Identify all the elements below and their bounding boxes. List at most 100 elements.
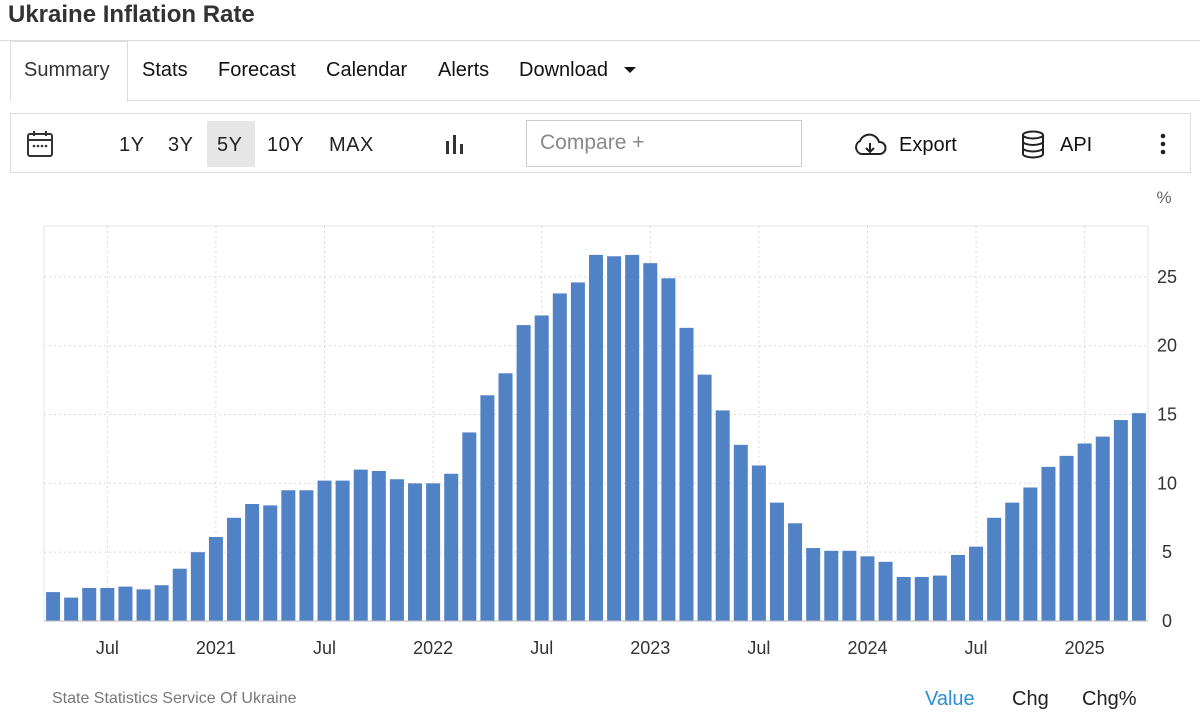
tab[interactable]: Forecast: [218, 59, 296, 81]
bar: [371, 470, 386, 621]
y-tick-label: 5: [1162, 542, 1172, 562]
bar: [154, 585, 169, 621]
export-button[interactable]: Export: [899, 134, 957, 156]
bar: [969, 546, 984, 621]
tab[interactable]: Alerts: [438, 59, 490, 81]
range-button[interactable]: 10Y: [267, 134, 305, 156]
x-tick-label: Jul: [96, 638, 119, 658]
bar: [607, 256, 622, 621]
tab[interactable]: Summary: [24, 59, 110, 81]
y-tick-label: 0: [1162, 611, 1172, 631]
bar: [715, 410, 730, 621]
x-tick-label: Jul: [747, 638, 770, 658]
bar: [788, 523, 803, 621]
bar: [751, 465, 766, 621]
bar: [82, 587, 97, 621]
bar: [100, 587, 115, 621]
tab[interactable]: Download: [519, 59, 608, 81]
bar: [444, 473, 459, 621]
range-button[interactable]: MAX: [329, 134, 374, 156]
bar: [190, 552, 205, 621]
bar: [480, 395, 495, 621]
bar: [552, 293, 567, 621]
bar: [589, 254, 603, 621]
bar: [661, 278, 676, 621]
x-tick-label: Jul: [313, 638, 336, 658]
bar: [679, 327, 694, 621]
range-button[interactable]: 3Y: [168, 134, 194, 156]
bar: [860, 556, 875, 621]
bar: [1041, 466, 1056, 621]
bar: [389, 479, 404, 621]
bar: [878, 561, 893, 621]
toolbar: [10, 113, 1191, 173]
bar: [1131, 413, 1146, 621]
bar: [299, 490, 314, 621]
bar: [317, 480, 332, 621]
bar: [245, 504, 260, 621]
x-tick-label: 2024: [847, 638, 887, 658]
bar: [408, 483, 423, 621]
view-toggle[interactable]: Chg%: [1082, 688, 1137, 710]
menu-icon[interactable]: [1158, 132, 1168, 156]
calendar-icon[interactable]: [26, 129, 54, 159]
divider: [127, 100, 1200, 101]
y-tick-label: 10: [1157, 473, 1177, 493]
tab[interactable]: Stats: [142, 59, 188, 81]
bar: [136, 589, 151, 621]
bar: [534, 315, 549, 621]
bar: [263, 505, 278, 621]
x-tick-label: 2023: [630, 638, 670, 658]
bar: [498, 373, 513, 621]
tab[interactable]: Calendar: [326, 59, 408, 81]
bar: [46, 592, 61, 621]
bar: [1059, 455, 1074, 621]
bar: [987, 517, 1002, 621]
range-button[interactable]: 1Y: [119, 134, 145, 156]
compare-input[interactable]: [526, 120, 802, 167]
view-toggle[interactable]: Value: [925, 688, 975, 710]
chart-type-icon[interactable]: [444, 133, 466, 155]
bar: [335, 480, 350, 621]
bar: [208, 537, 223, 621]
bar: [914, 576, 929, 621]
cloud-icon[interactable]: [852, 132, 888, 158]
bar: [625, 254, 640, 621]
y-tick-label: 25: [1157, 267, 1177, 287]
range-button[interactable]: 5Y: [217, 134, 243, 156]
divider: [0, 40, 1200, 41]
x-tick-label: 2022: [413, 638, 453, 658]
bar: [1077, 443, 1092, 621]
bar: [1113, 420, 1128, 621]
bar: [1023, 487, 1038, 621]
bar: [824, 550, 839, 621]
bar: [896, 576, 911, 621]
y-tick-label: 15: [1157, 405, 1177, 425]
x-tick-label: Jul: [530, 638, 553, 658]
active-tab-box: [10, 41, 128, 102]
bar: [570, 282, 585, 621]
dropdown-arrow: [624, 67, 636, 73]
bar: [227, 517, 242, 621]
bar: [353, 469, 368, 621]
bar: [733, 444, 748, 621]
api-button[interactable]: API: [1060, 134, 1093, 156]
selected-range-bg: [207, 121, 255, 167]
bar: [842, 550, 857, 621]
x-tick-label: 2025: [1065, 638, 1105, 658]
bar: [1095, 436, 1110, 621]
unit-label: %: [1156, 188, 1171, 207]
bar: [118, 586, 133, 621]
bar: [769, 502, 784, 621]
bar: [950, 554, 965, 621]
compare-placeholder: Compare +: [540, 131, 645, 154]
bar: [516, 325, 531, 621]
view-toggle[interactable]: Chg: [1012, 688, 1049, 710]
bar: [172, 568, 187, 621]
x-tick-label: 2021: [196, 638, 236, 658]
y-tick-label: 20: [1157, 336, 1177, 356]
bar: [697, 374, 712, 621]
bar: [426, 483, 441, 621]
database-icon[interactable]: [1020, 130, 1048, 160]
x-tick-label: Jul: [965, 638, 988, 658]
